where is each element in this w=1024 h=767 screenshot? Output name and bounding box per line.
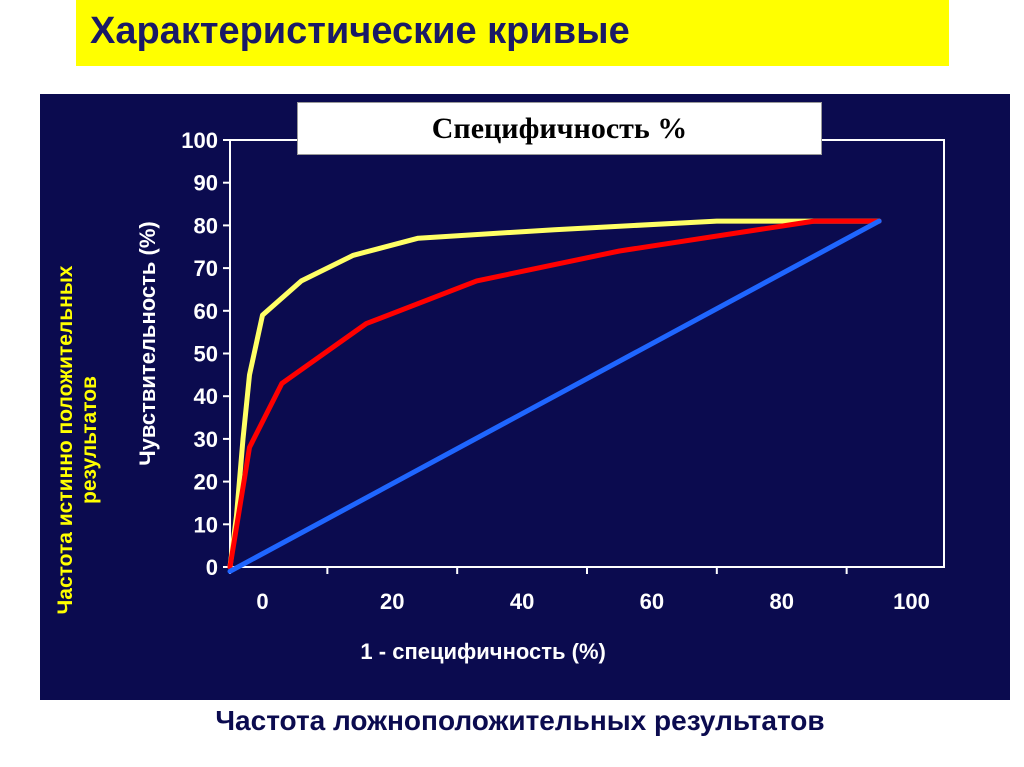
slide-title: Характеристические кривые (90, 10, 630, 52)
y-tick-label: 100 (181, 128, 218, 153)
series-line-1 (227, 218, 882, 570)
x-axis-title: 1 - специфичность (%) (360, 639, 605, 664)
x-tick-label: 40 (510, 589, 534, 614)
x-tick-label: 80 (769, 589, 793, 614)
x-tick-label: 20 (380, 589, 404, 614)
y-tick-label: 70 (194, 256, 218, 281)
x-tick-label: 60 (640, 589, 664, 614)
y-tick-label: 10 (194, 512, 218, 537)
true-positive-rate-label: Частота истинно положительных результато… (54, 265, 101, 615)
y-tick-label: 90 (194, 171, 218, 196)
y-tick-label: 80 (194, 213, 218, 238)
chart-panel (40, 94, 1010, 700)
y-tick-label: 0 (206, 555, 218, 580)
specificity-label: Специфичность % (431, 111, 688, 145)
x-tick-label: 0 (256, 589, 268, 614)
series-line-3 (227, 218, 882, 574)
y-tick-label: 60 (194, 299, 218, 324)
plot-frame (229, 139, 945, 568)
x-tick-label: 100 (893, 589, 930, 614)
y-tick-label: 30 (194, 427, 218, 452)
y-axis-title: Чувствительность (%) (135, 221, 160, 466)
y-tick-label: 20 (194, 470, 218, 495)
y-tick-label: 50 (194, 342, 218, 367)
specificity-box: Специфичность % (297, 102, 822, 155)
series-line-2 (227, 218, 882, 570)
title-bar: Характеристические кривые (76, 0, 949, 66)
y-tick-label: 40 (194, 384, 218, 409)
false-positive-rate-label: Частота ложноположительных результатов (215, 705, 825, 736)
